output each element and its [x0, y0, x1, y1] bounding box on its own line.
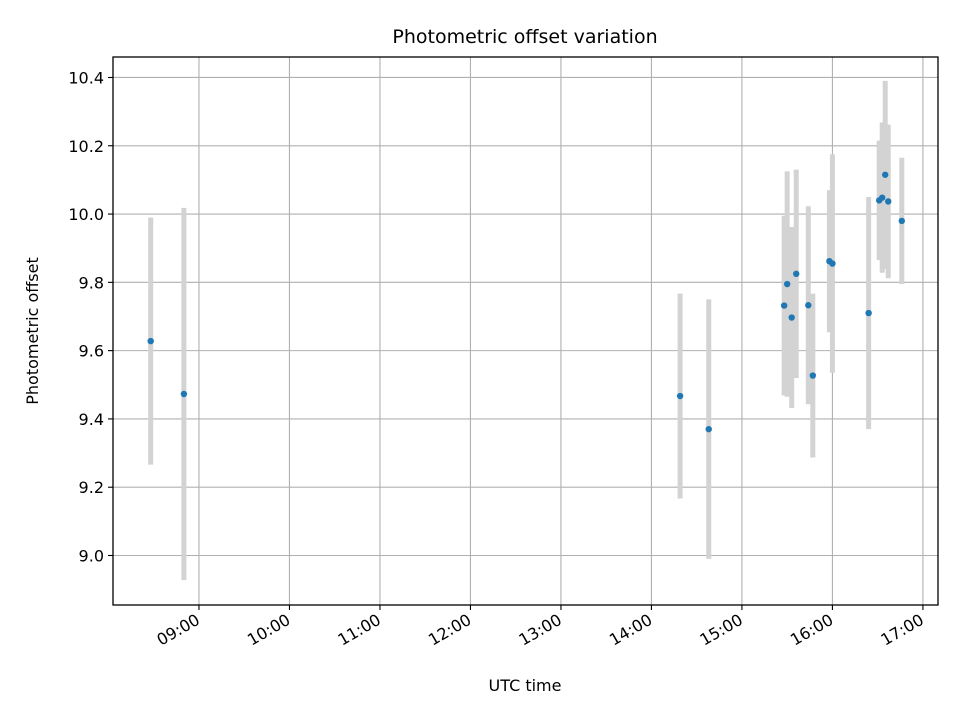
data-point [829, 260, 836, 267]
data-point [180, 390, 188, 398]
data-point [676, 392, 684, 400]
data-point [780, 302, 788, 309]
y-axis-label: Photometric offset [23, 257, 42, 405]
data-points [147, 171, 906, 433]
y-tick-label: 9.2 [79, 478, 104, 497]
data-point [705, 425, 712, 433]
data-point [788, 314, 795, 321]
x-axis-label: UTC time [489, 676, 562, 695]
data-point [793, 270, 800, 278]
plot-frame [112, 56, 939, 606]
data-point [865, 309, 872, 317]
y-tick-label: 9.6 [79, 342, 104, 361]
y-tick-label: 10.2 [68, 137, 104, 156]
y-tick-label: 10.4 [68, 68, 104, 87]
data-point [147, 337, 154, 345]
y-tick-label: 9.8 [79, 273, 104, 292]
data-point [805, 302, 812, 309]
y-tick-label: 9.4 [79, 410, 104, 429]
y-tick-label: 10.0 [68, 205, 104, 224]
chart-title: Photometric offset variation [392, 26, 657, 48]
data-point [878, 194, 886, 201]
grid [113, 57, 938, 605]
data-point [809, 372, 817, 379]
data-point [783, 280, 791, 288]
data-point [882, 171, 889, 178]
data-point [898, 217, 906, 225]
data-point [885, 198, 892, 205]
y-tick-label: 9.0 [79, 546, 104, 565]
